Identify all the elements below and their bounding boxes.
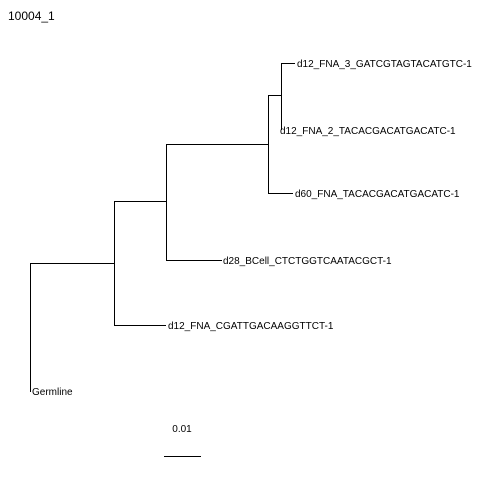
leaf-label: d60_FNA_TACACGACATGACATC-1 [295,189,460,200]
figure-title: 10004_1 [8,9,55,23]
scale-bar-label: 0.01 [172,424,192,435]
leaf-label: d28_BCell_CTCTGGTCAATACGCT-1 [223,256,392,267]
leaf-label: d12_FNA_2_TACACGACATGACATC-1 [280,126,456,137]
leaf-label: d12_FNA_3_GATCGTAGTACATGTC-1 [297,59,472,70]
leaf-labels: d12_FNA_3_GATCGTAGTACATGTC-1 d12_FNA_2_T… [32,59,472,398]
scale-bar: 0.01 [164,424,201,457]
leaf-label: d12_FNA_CGATTGACAAGGTTCT-1 [168,321,334,332]
leaf-label: Germline [32,387,73,398]
tree-branches [30,63,295,392]
